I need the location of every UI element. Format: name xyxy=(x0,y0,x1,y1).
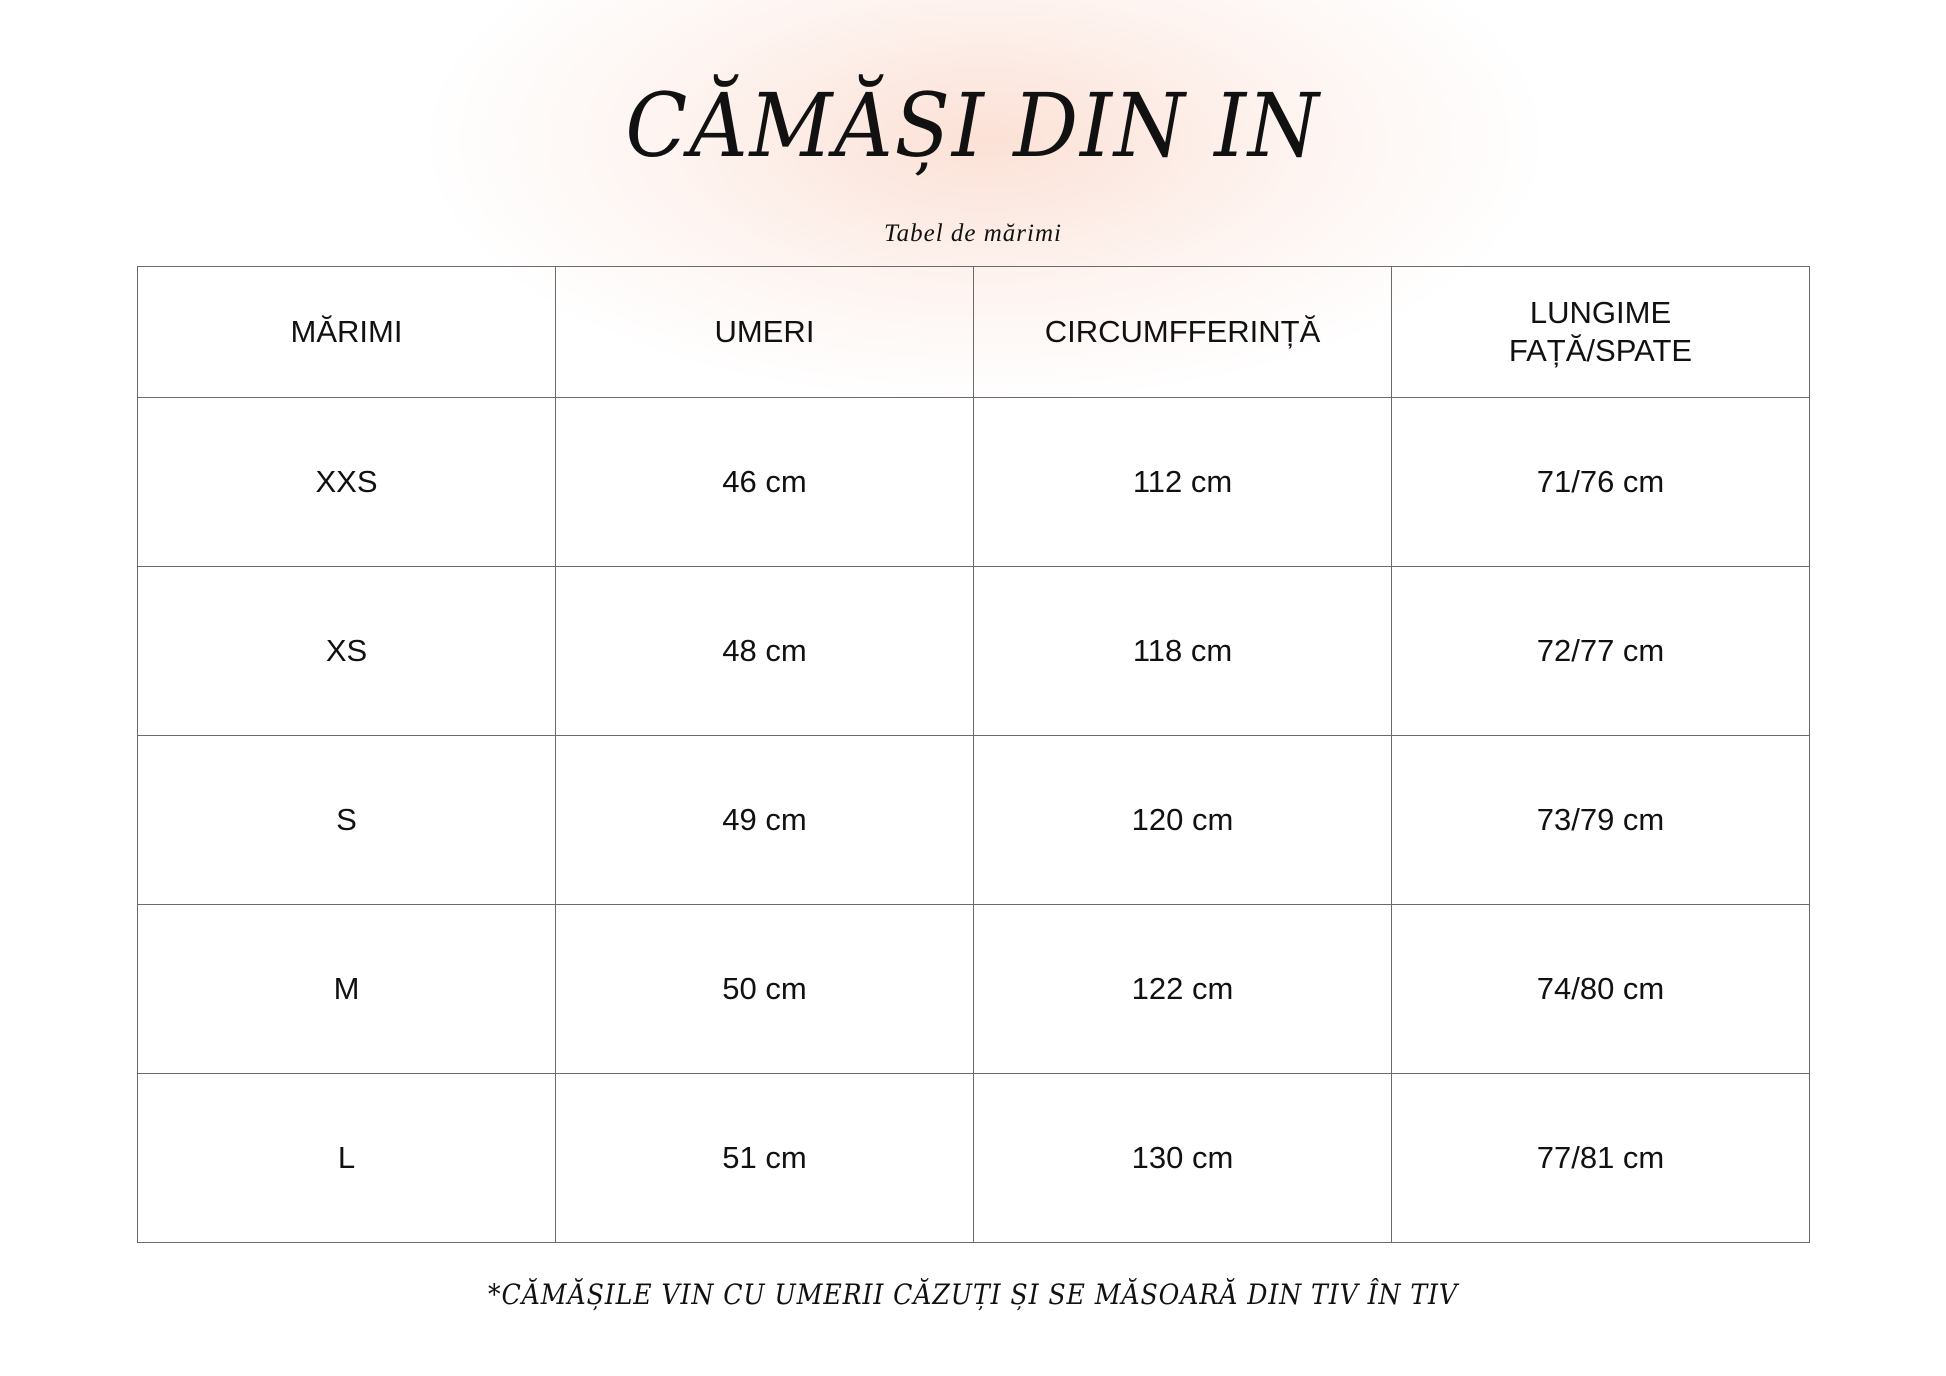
table-row: S 49 cm 120 cm 73/79 cm xyxy=(137,735,1810,905)
table-cell: 74/80 cm xyxy=(1391,904,1810,1074)
table-cell: XS xyxy=(137,566,556,736)
table-row: L 51 cm 130 cm 77/81 cm xyxy=(137,1073,1810,1243)
table-cell: 50 cm xyxy=(555,904,974,1074)
header-cell: MĂRIMI xyxy=(137,266,556,398)
header-cell: LUNGIME FAȚĂ/SPATE xyxy=(1391,266,1810,398)
page-subtitle: Tabel de mărimi xyxy=(884,220,1062,247)
table-cell: L xyxy=(137,1073,556,1243)
table-cell: XXS xyxy=(137,397,556,567)
table-cell: 72/77 cm xyxy=(1391,566,1810,736)
table-cell: 73/79 cm xyxy=(1391,735,1810,905)
table-cell: 46 cm xyxy=(555,397,974,567)
table-cell: 77/81 cm xyxy=(1391,1073,1810,1243)
table-row: XS 48 cm 118 cm 72/77 cm xyxy=(137,566,1810,736)
table-cell: 49 cm xyxy=(555,735,974,905)
footnote: *CĂMĂȘILE VIN CU UMERII CĂZUȚI ȘI SE MĂS… xyxy=(487,1278,1458,1311)
table-cell: 118 cm xyxy=(973,566,1392,736)
table-cell: 122 cm xyxy=(973,904,1392,1074)
table-cell: 112 cm xyxy=(973,397,1392,567)
table-cell: 51 cm xyxy=(555,1073,974,1243)
table-row: M 50 cm 122 cm 74/80 cm xyxy=(137,904,1810,1074)
table-cell: S xyxy=(137,735,556,905)
table-cell: 130 cm xyxy=(973,1073,1392,1243)
table-cell: 71/76 cm xyxy=(1391,397,1810,567)
table-cell: 48 cm xyxy=(555,566,974,736)
table-header-row: MĂRIMI UMERI CIRCUMFFERINȚĂ LUNGIME FAȚĂ… xyxy=(137,266,1810,398)
table-cell: M xyxy=(137,904,556,1074)
table-cell: 120 cm xyxy=(973,735,1392,905)
table-row: XXS 46 cm 112 cm 71/76 cm xyxy=(137,397,1810,567)
header-cell: UMERI xyxy=(555,266,974,398)
size-table: MĂRIMI UMERI CIRCUMFFERINȚĂ LUNGIME FAȚĂ… xyxy=(137,266,1810,1243)
page-title: CĂMĂȘI DIN IN xyxy=(625,74,1321,177)
header-cell: CIRCUMFFERINȚĂ xyxy=(973,266,1392,398)
